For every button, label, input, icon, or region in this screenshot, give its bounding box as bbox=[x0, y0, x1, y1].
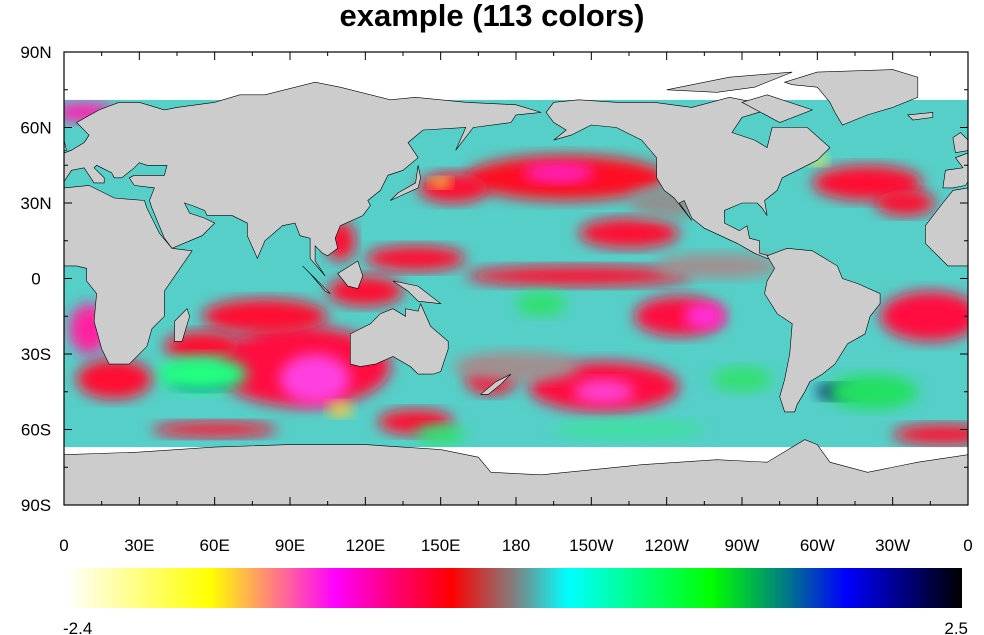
land-japan bbox=[390, 165, 421, 201]
y-tick-label: 90N bbox=[20, 43, 51, 62]
field-anomaly bbox=[523, 162, 594, 183]
field-anomaly bbox=[578, 218, 680, 249]
land-newzealand bbox=[479, 373, 512, 395]
field-anomaly bbox=[875, 190, 936, 216]
field-anomaly bbox=[327, 401, 353, 417]
field-anomaly bbox=[202, 298, 328, 334]
field-anomaly bbox=[892, 424, 968, 445]
land-greenland bbox=[783, 69, 919, 126]
field-anomaly bbox=[415, 424, 466, 445]
x-tick-label: 30W bbox=[875, 536, 910, 555]
land-iceland bbox=[907, 112, 934, 121]
field-anomaly bbox=[684, 303, 725, 329]
field-anomaly bbox=[654, 253, 780, 279]
land-eurasia bbox=[64, 81, 542, 277]
land-antarctica bbox=[967, 454, 968, 505]
field-anomaly bbox=[151, 421, 278, 438]
land-sumatra bbox=[302, 265, 331, 294]
axis-ticks bbox=[63, 51, 969, 506]
x-tick-label: 150W bbox=[569, 536, 613, 555]
y-tick-label: 30N bbox=[20, 194, 51, 213]
land-namerica bbox=[545, 96, 831, 259]
field-anomaly bbox=[827, 374, 918, 410]
field-anomaly bbox=[573, 379, 635, 405]
x-tick-label: 150E bbox=[421, 536, 461, 555]
land-arcticislands bbox=[666, 71, 793, 93]
land-mask bbox=[0, 69, 968, 505]
field-anomaly bbox=[327, 275, 404, 307]
field-anomaly bbox=[365, 245, 466, 271]
colorbar-max-label: 2.5 bbox=[944, 619, 968, 635]
field-anomaly bbox=[279, 354, 351, 405]
land-antarctica bbox=[64, 439, 968, 505]
land-newguinea bbox=[392, 280, 442, 305]
x-tick-label: 60W bbox=[800, 536, 835, 555]
x-axis-labels: 0 30E 60E 90E 120E 150E 180 150W 120W 90W 60W 30W 0 bbox=[59, 536, 972, 555]
x-tick-label: 180 bbox=[502, 536, 530, 555]
x-tick-label: 30E bbox=[124, 536, 154, 555]
land-eurasia bbox=[942, 152, 968, 189]
x-tick-label: 90W bbox=[725, 536, 760, 555]
land-baffin bbox=[741, 94, 814, 123]
field-anomaly bbox=[453, 351, 579, 382]
y-tick-label: 0 bbox=[31, 270, 40, 289]
y-tick-label: 60N bbox=[20, 119, 51, 138]
land-uk bbox=[64, 139, 67, 151]
x-tick-label: 90E bbox=[275, 536, 305, 555]
field-anomaly bbox=[880, 291, 968, 342]
y-tick-label: 90S bbox=[21, 496, 51, 515]
field-anomaly bbox=[465, 265, 692, 287]
field-anomaly bbox=[430, 177, 451, 188]
x-tick-label: 0 bbox=[963, 536, 972, 555]
land-samerica bbox=[764, 247, 881, 413]
colorbar bbox=[67, 568, 962, 608]
land-africa bbox=[924, 187, 968, 267]
x-tick-label: 120E bbox=[345, 536, 385, 555]
field-anomaly bbox=[553, 419, 705, 440]
y-tick-label: 60S bbox=[21, 421, 51, 440]
x-tick-label: 120W bbox=[644, 536, 688, 555]
land-madagascar bbox=[174, 308, 190, 342]
y-axis-labels: 90N 60N 30N 0 30S 60S 90S bbox=[20, 43, 51, 515]
x-tick-label: 0 bbox=[59, 536, 68, 555]
field-anomaly bbox=[164, 331, 240, 362]
land-borneo bbox=[337, 260, 364, 289]
land-africa bbox=[64, 185, 193, 365]
field-anomaly bbox=[516, 291, 567, 317]
field-anomaly bbox=[156, 356, 248, 392]
x-tick-label: 60E bbox=[200, 536, 230, 555]
colorbar-min-label: -2.4 bbox=[63, 619, 92, 635]
land-australia bbox=[349, 302, 449, 375]
field-anomaly bbox=[76, 359, 152, 400]
field-anomaly bbox=[711, 366, 773, 392]
y-tick-label: 30S bbox=[21, 345, 51, 364]
chart-title: example (113 colors) bbox=[339, 0, 645, 33]
land-greenland bbox=[0, 70, 14, 125]
field-anomaly bbox=[418, 172, 489, 203]
